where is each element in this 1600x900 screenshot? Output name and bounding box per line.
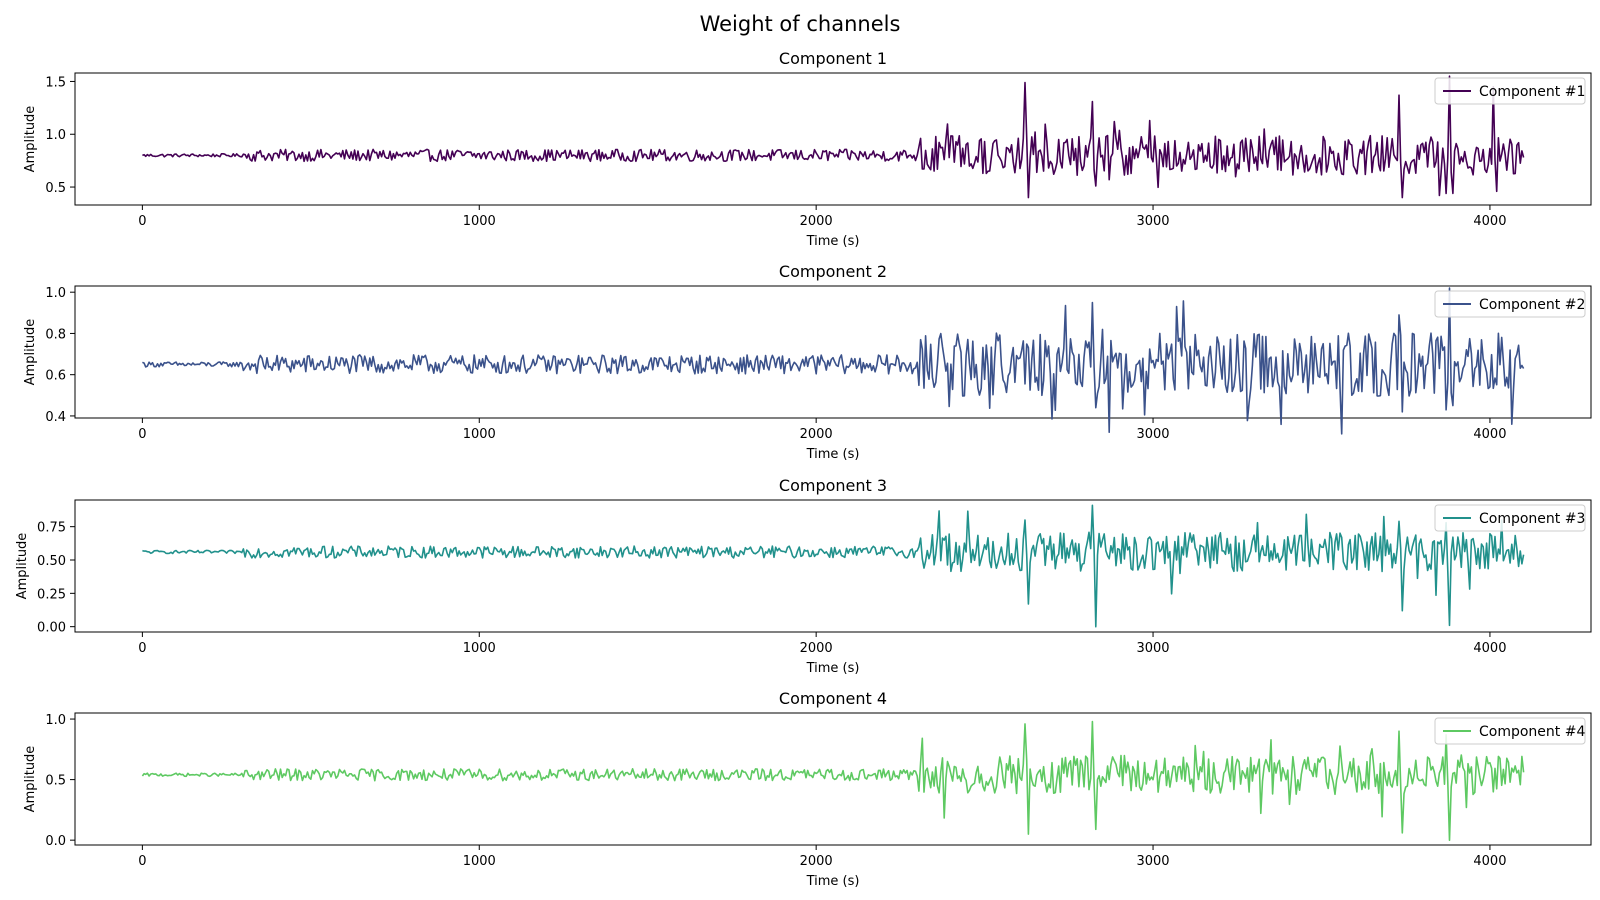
y-axis-label: Amplitude	[23, 106, 38, 173]
x-tick-label: 4000	[1473, 854, 1506, 869]
y-axis-label: Amplitude	[15, 533, 30, 600]
plot-frame	[74, 285, 1592, 419]
x-tick-label: 3000	[1136, 854, 1169, 869]
x-tick-label: 1000	[463, 427, 496, 442]
x-tick-label: 2000	[800, 214, 833, 229]
x-tick-label: 4000	[1473, 427, 1506, 442]
y-axis-label: Amplitude	[23, 746, 38, 813]
series-line	[142, 504, 1525, 628]
x-tick-label: 3000	[1136, 427, 1169, 442]
chart-title: Component 1	[779, 49, 887, 68]
series-line	[142, 287, 1525, 435]
y-tick-label: 0.6	[45, 369, 66, 384]
x-tick-label: 3000	[1136, 214, 1169, 229]
legend-label: Component #1	[1479, 84, 1585, 100]
x-tick-label: 1000	[463, 214, 496, 229]
x-tick-label: 1000	[463, 854, 496, 869]
x-axis-label: Time (s)	[806, 447, 860, 462]
y-tick-label: 1.0	[45, 128, 66, 143]
figure-title: Weight of channels	[699, 12, 901, 36]
legend-label: Component #3	[1479, 511, 1585, 527]
chart-panel-1: Component 1 0 1000 2000 3000 4000 0.5 1.0 1.5 Tim…	[23, 49, 1592, 249]
legend: Component #4	[1434, 717, 1586, 745]
legend-box	[1434, 504, 1586, 532]
legend: Component #2	[1434, 290, 1586, 318]
x-axis-label: Time (s)	[806, 234, 860, 249]
chart-title: Component 2	[779, 262, 887, 281]
plot-frame	[74, 499, 1592, 633]
x-tick-label: 3000	[1136, 641, 1169, 656]
legend-label: Component #4	[1479, 724, 1585, 740]
x-tick-label: 1000	[463, 641, 496, 656]
y-tick-label: 0.5	[45, 774, 66, 789]
y-tick-label: 1.0	[45, 286, 66, 301]
plot-frame	[74, 712, 1592, 846]
chart-panel-3: Component 3 0 1000 2000 3000 4000 0.00 0.25 0.50…	[15, 476, 1592, 676]
y-tick-label: 0.0	[45, 834, 66, 849]
y-tick-label: 0.75	[37, 521, 66, 536]
chart-title: Component 4	[779, 689, 887, 708]
series-line	[142, 75, 1525, 199]
x-tick-label: 2000	[800, 641, 833, 656]
x-tick-label: 4000	[1473, 641, 1506, 656]
y-tick-label: 1.0	[45, 713, 66, 728]
legend-box	[1434, 717, 1586, 745]
series-line	[141, 720, 1525, 842]
x-axis-label: Time (s)	[806, 661, 860, 676]
plot-frame	[74, 72, 1592, 206]
legend: Component #3	[1434, 504, 1586, 532]
x-tick-label: 0	[138, 214, 146, 229]
x-tick-label: 0	[138, 427, 146, 442]
y-tick-label: 0.25	[37, 587, 66, 602]
x-tick-label: 2000	[800, 427, 833, 442]
legend-label: Component #2	[1479, 297, 1585, 313]
x-axis-label: Time (s)	[806, 874, 860, 889]
y-tick-label: 0.5	[45, 181, 66, 196]
y-tick-label: 0.4	[45, 410, 66, 425]
x-tick-label: 0	[138, 641, 146, 656]
y-axis-label: Amplitude	[23, 319, 38, 386]
chart-title: Component 3	[779, 476, 887, 495]
x-tick-label: 2000	[800, 854, 833, 869]
x-tick-label: 4000	[1473, 214, 1506, 229]
y-tick-label: 0.8	[45, 327, 66, 342]
chart-panel-4: Component 4 0 1000 2000 3000 4000 0.0 0.5 1.0 Tim…	[23, 689, 1592, 889]
legend: Component #1	[1434, 77, 1586, 105]
y-tick-label: 0.50	[37, 554, 66, 569]
legend-box	[1434, 77, 1586, 105]
chart-panel-2: Component 2 0 1000 2000 3000 4000 0.4 0.6 0.8 1.0…	[23, 262, 1592, 462]
y-tick-label: 0.00	[37, 621, 66, 636]
y-tick-label: 1.5	[45, 75, 66, 90]
legend-box	[1434, 290, 1586, 318]
x-tick-label: 0	[138, 854, 146, 869]
